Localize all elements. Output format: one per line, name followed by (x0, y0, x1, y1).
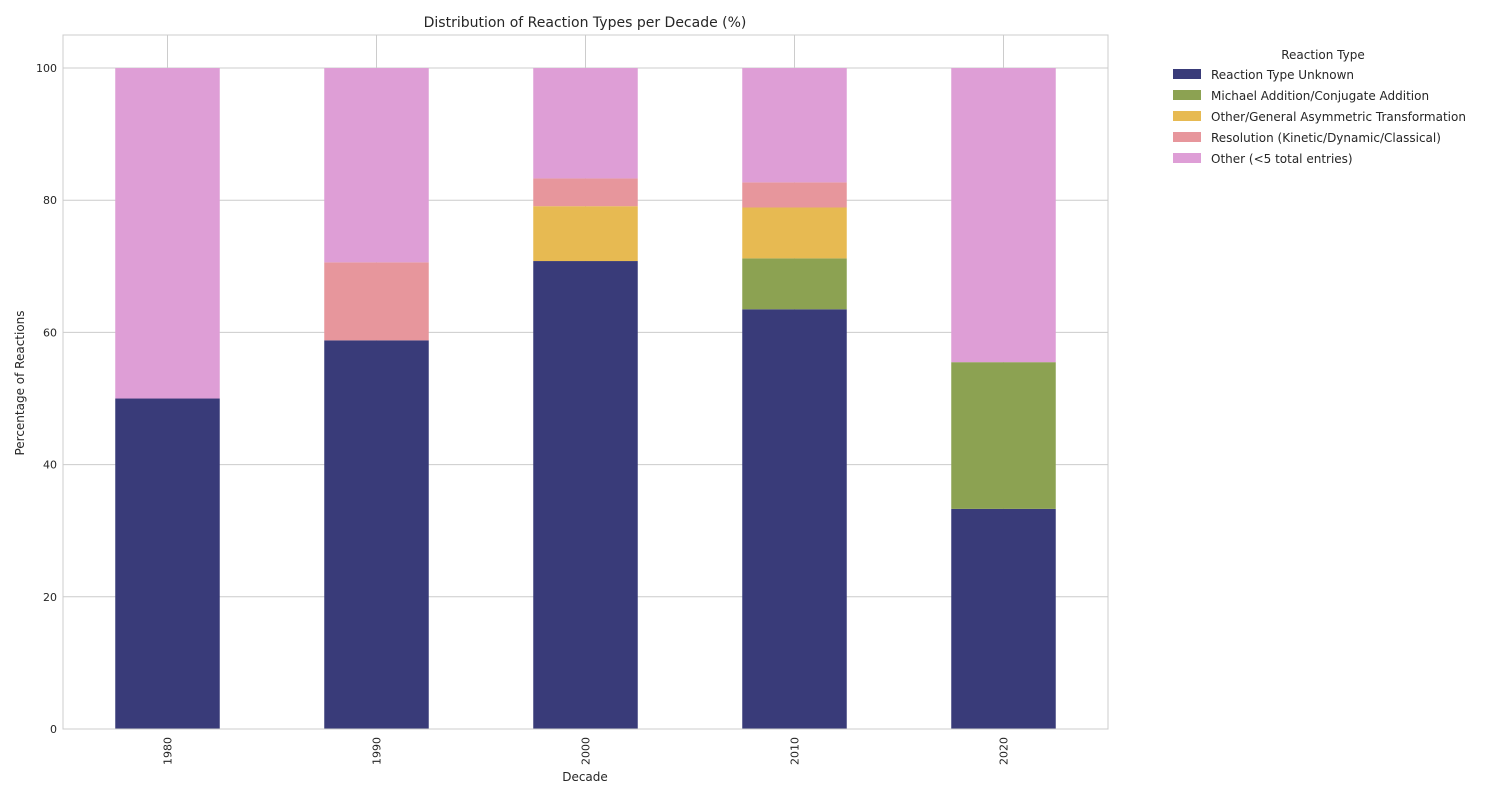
y-tick-labels: 0 20 40 60 80 100 (36, 62, 57, 736)
legend-entry: Reaction Type Unknown (1211, 68, 1354, 82)
legend-swatch (1173, 90, 1201, 100)
x-tick-label: 1990 (371, 737, 384, 765)
y-tick-label: 80 (43, 194, 57, 207)
bar-segment (324, 68, 429, 263)
bar-segment (533, 178, 638, 207)
y-tick-label: 20 (43, 591, 57, 604)
chart-title: Distribution of Reaction Types per Decad… (424, 15, 747, 31)
bar-segment (951, 68, 1056, 363)
legend-swatch (1173, 153, 1201, 163)
bar-segment (742, 207, 847, 259)
legend-title: Reaction Type (1281, 48, 1365, 62)
bar-segment (115, 398, 220, 729)
bar-segment (533, 206, 638, 262)
legend-swatch (1173, 111, 1201, 121)
x-tick-label: 2020 (998, 737, 1011, 765)
bar-segment (742, 68, 847, 183)
bar-segment (533, 68, 638, 179)
legend-entry: Other/General Asymmetric Transformation (1211, 110, 1466, 124)
y-tick-label: 40 (43, 459, 57, 472)
bar-segment (324, 262, 429, 341)
x-tick-label: 1980 (162, 737, 175, 765)
x-tick-label: 2010 (789, 737, 802, 765)
legend: Reaction Type Reaction Type Unknown Micha… (1173, 48, 1466, 166)
legend-swatch (1173, 69, 1201, 79)
bar-segment (324, 340, 429, 729)
plot-frame (62, 34, 1109, 730)
y-tick-label: 0 (50, 723, 57, 736)
legend-entry: Resolution (Kinetic/Dynamic/Classical) (1211, 131, 1441, 145)
bar-segment (742, 309, 847, 729)
y-axis-label: Percentage of Reactions (13, 310, 27, 455)
y-tick-label: 100 (36, 62, 57, 75)
bar-segment (742, 182, 847, 208)
legend-entry: Other (<5 total entries) (1211, 152, 1353, 166)
bar-segment (951, 362, 1056, 509)
bar-segment (115, 68, 220, 399)
legend-swatch (1173, 132, 1201, 142)
bar-segment (742, 258, 847, 310)
bar-segment (951, 508, 1056, 729)
x-tick-label: 2000 (580, 737, 593, 765)
x-axis-label: Decade (562, 770, 608, 784)
legend-entry: Michael Addition/Conjugate Addition (1211, 89, 1429, 103)
y-tick-label: 60 (43, 326, 57, 339)
bars (115, 68, 1056, 729)
x-tick-labels: 1980 1990 2000 2010 2020 (162, 737, 1011, 765)
bar-segment (533, 261, 638, 729)
